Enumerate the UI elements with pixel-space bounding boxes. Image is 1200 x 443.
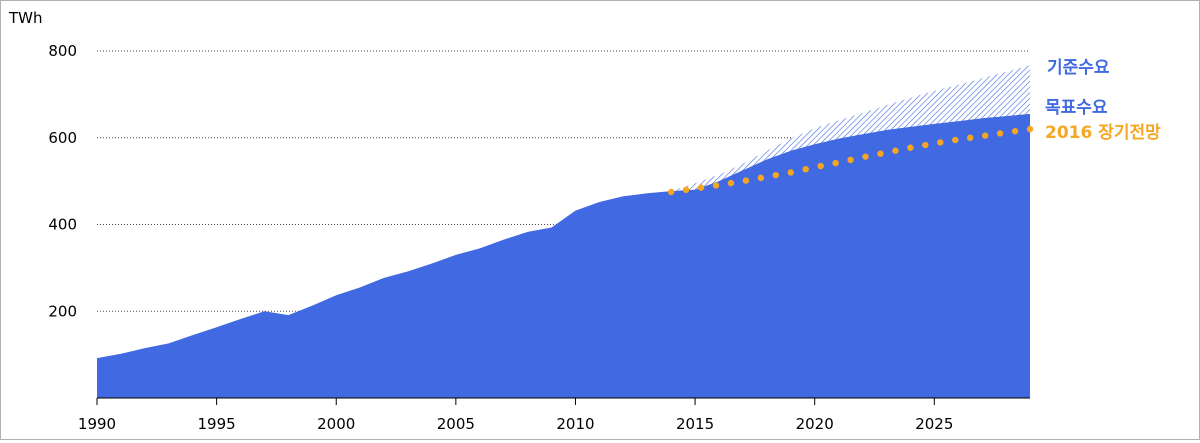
forecast-point bbox=[892, 147, 899, 154]
forecast-point bbox=[832, 159, 839, 167]
forecast-point bbox=[922, 141, 929, 149]
forecast-point bbox=[907, 144, 914, 151]
forecast-point bbox=[952, 136, 959, 144]
forecast-point bbox=[981, 132, 989, 139]
x-tick-label: 2020 bbox=[796, 415, 834, 433]
forecast-point bbox=[877, 150, 884, 157]
y-tick-label: 200 bbox=[48, 302, 77, 320]
forecast-point bbox=[682, 186, 690, 193]
forecast-point bbox=[697, 184, 705, 191]
x-tick-label: 1995 bbox=[198, 415, 236, 433]
y-tick-label: 800 bbox=[48, 42, 77, 60]
y-tick-label: 400 bbox=[48, 216, 77, 234]
forecast-point bbox=[757, 174, 765, 182]
y-unit-label: TWh bbox=[8, 9, 43, 27]
forecast-point bbox=[1026, 125, 1034, 133]
x-tick-label: 2015 bbox=[676, 415, 714, 433]
series-areas bbox=[97, 65, 1030, 399]
forecast-point bbox=[712, 182, 720, 189]
forecast-point bbox=[847, 156, 854, 164]
forecast-point bbox=[862, 153, 869, 160]
y-tick-label: 600 bbox=[48, 129, 77, 147]
axes: 200 400 600 800 1990 1995 2000 2005 2010 2015 2020… bbox=[8, 9, 1030, 433]
series-label: 기준수요 bbox=[1047, 58, 1110, 78]
forecast-point bbox=[817, 162, 824, 170]
series-label: 목표수요 bbox=[1045, 98, 1108, 118]
target-demand-area bbox=[97, 113, 1030, 399]
x-tick-label: 2000 bbox=[317, 415, 355, 433]
x-tick-label: 2010 bbox=[556, 415, 594, 433]
forecast-point bbox=[727, 179, 735, 187]
x-tick-label: 2025 bbox=[915, 415, 953, 433]
forecast-dots bbox=[667, 125, 1034, 196]
forecast-point bbox=[802, 165, 809, 173]
forecast-point bbox=[772, 171, 780, 179]
forecast-point bbox=[966, 134, 974, 141]
forecast-point bbox=[996, 130, 1004, 137]
forecast-point bbox=[787, 169, 794, 176]
forecast-point bbox=[742, 177, 750, 184]
forecast-point bbox=[667, 188, 675, 196]
x-tick-label: 1990 bbox=[78, 415, 116, 433]
x-tick-label: 2005 bbox=[437, 415, 475, 433]
series-label: 2016 장기전망 bbox=[1045, 123, 1161, 143]
forecast-point bbox=[1011, 128, 1019, 135]
forecast-point bbox=[937, 139, 944, 146]
